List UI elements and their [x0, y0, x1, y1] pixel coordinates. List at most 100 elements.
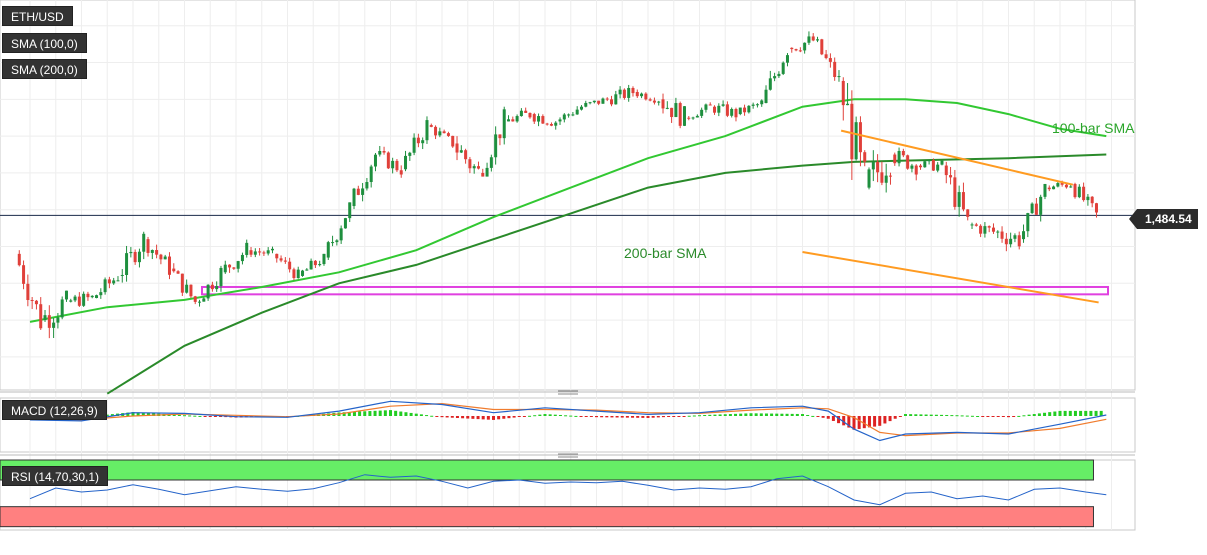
rsi-legend[interactable]: RSI (14,70,30,1) [2, 466, 109, 486]
candle-body [279, 258, 283, 261]
macd-histogram-bar [1012, 416, 1016, 417]
candle-body [30, 300, 34, 302]
candle-body [180, 273, 184, 293]
candle-body [850, 103, 854, 160]
candle-body [910, 165, 914, 169]
macd-histogram-bar [146, 413, 150, 416]
candle-body [446, 133, 450, 136]
candle-body [210, 284, 214, 290]
macd-histogram-bar [203, 416, 207, 417]
macd-histogram-bar [105, 414, 109, 416]
candle-body [704, 104, 708, 110]
macd-histogram-bar [898, 416, 902, 417]
candle-body [425, 120, 429, 141]
candle-body [498, 134, 502, 139]
candle-body [39, 304, 43, 329]
candle-body [502, 109, 506, 139]
candle-body [489, 157, 493, 168]
candle-body [133, 251, 137, 263]
candle-body [125, 253, 129, 275]
candle-body [313, 260, 317, 266]
candle-body [901, 150, 905, 156]
candle-body [34, 300, 38, 305]
symbol-label[interactable]: ETH/USD [2, 6, 73, 26]
macd-histogram-bar [188, 415, 192, 417]
candle-body [764, 89, 768, 104]
macd-histogram-bar [497, 416, 501, 420]
candle-body [841, 80, 845, 106]
candle-body [176, 271, 180, 274]
rsi-overbought-band [0, 459, 1094, 481]
macd-histogram-bar [965, 415, 969, 417]
candle-body [185, 284, 189, 293]
candle-body [189, 284, 193, 297]
macd-histogram-bar [502, 416, 506, 419]
macd-histogram-bar [703, 415, 707, 417]
macd-histogram-bar [646, 416, 650, 418]
candle-body [674, 103, 678, 118]
candle-body [288, 261, 292, 270]
macd-histogram-bar [708, 414, 712, 416]
macd-histogram-bar [940, 414, 944, 416]
candle-body [22, 265, 26, 284]
support-zone-box [201, 285, 1109, 296]
sma100-legend[interactable]: SMA (100,0) [2, 33, 87, 53]
macd-legend[interactable]: MACD (12,26,9) [2, 400, 107, 420]
candle-body [373, 154, 377, 167]
candle-body [652, 100, 656, 103]
macd-histogram-bar [347, 411, 351, 416]
candle-body [691, 117, 695, 119]
macd-histogram-bar [862, 416, 866, 429]
candle-body [670, 107, 674, 118]
macd-histogram-bar [1001, 416, 1005, 417]
macd-histogram-bar [610, 416, 614, 418]
macd-histogram-bar [600, 416, 604, 418]
candle-body [991, 227, 995, 232]
candle-body [1094, 203, 1098, 213]
candle-body [305, 269, 309, 271]
candle-body [768, 78, 772, 90]
macd-histogram-bar [198, 415, 202, 417]
candle-body [584, 102, 588, 107]
candle-body [223, 264, 227, 273]
candle-body [1017, 235, 1021, 247]
candle-body [549, 124, 553, 126]
sma200-line [106, 153, 1107, 395]
candle-body [893, 154, 897, 164]
candle-body [90, 295, 94, 298]
candle-body [717, 105, 721, 113]
candle-body [86, 293, 90, 298]
macd-histogram-bar [471, 416, 475, 419]
candle-body [931, 160, 935, 171]
candle-body [743, 107, 747, 113]
macd-histogram-bar [574, 415, 578, 417]
macd-histogram-bar [517, 416, 521, 417]
macd-histogram-bar [924, 414, 928, 416]
candle-body [275, 253, 279, 259]
sma200-legend[interactable]: SMA (200,0) [2, 59, 87, 79]
candle-body [408, 152, 412, 156]
candle-body [292, 269, 296, 279]
macd-histogram-bar [656, 416, 660, 418]
candle-body [129, 251, 133, 254]
candle-body [884, 175, 888, 183]
candle-body [996, 231, 1000, 233]
candle-body [1034, 203, 1038, 215]
candle-body [56, 317, 60, 323]
candle-body [395, 160, 399, 171]
candle-body [979, 225, 983, 234]
macd-histogram-bar [486, 416, 490, 420]
macd-histogram-bar [589, 416, 593, 417]
candle-body [485, 167, 489, 177]
macd-histogram-bar [734, 413, 738, 416]
candle-body [738, 107, 742, 115]
macd-histogram-bar [342, 412, 346, 416]
macd-histogram-bar [795, 413, 799, 416]
candle-body [69, 300, 73, 302]
candle-body [137, 251, 141, 263]
candle-body [455, 143, 459, 153]
macd-histogram-bar [409, 412, 413, 416]
candle-body [283, 260, 287, 262]
candle-body [936, 164, 940, 171]
candle-body [1004, 238, 1008, 245]
